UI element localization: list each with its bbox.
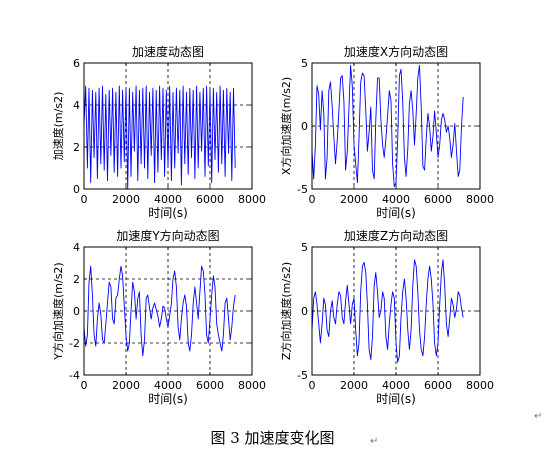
y-axis-label: Y方向加速度(m/s2) <box>51 262 65 360</box>
y-tick-label: -4 <box>69 369 80 382</box>
chart-title: 加速度X方向动态图 <box>344 44 448 59</box>
x-tick-label: 6000 <box>424 379 452 392</box>
x-axis-label: 时间(s) <box>376 392 416 406</box>
x-tick-label: 2000 <box>340 193 368 206</box>
chart-4: 0 2000 4000 6000 8000-505加速度Z方向动态图时间(s)Z方向加速… <box>279 228 494 406</box>
y-tick-label: 4 <box>73 99 80 112</box>
y-tick-label: -2 <box>69 337 80 350</box>
y-axis-label: 加速度(m/s2) <box>51 92 65 161</box>
x-tick-label: 6000 <box>196 379 224 392</box>
x-tick-label: 0 <box>81 193 88 206</box>
y-tick-label: 2 <box>73 141 80 154</box>
x-tick-label: 2000 <box>112 193 140 206</box>
x-tick-label: 4000 <box>154 193 182 206</box>
x-tick-label: 8000 <box>466 193 494 206</box>
y-axis-label: X方向加速度(m/s2) <box>279 77 293 175</box>
chart-title: 加速度动态图 <box>132 44 204 59</box>
figure-caption: 图 3 加速度变化图 <box>210 429 335 447</box>
y-tick-label: -5 <box>297 369 308 382</box>
y-tick-label: -5 <box>297 183 308 196</box>
y-tick-label: 0 <box>301 305 308 318</box>
series-line <box>311 259 464 363</box>
paragraph-mark-caption: ↵ <box>370 436 379 447</box>
y-tick-label: 0 <box>301 120 308 133</box>
x-axis-label: 时间(s) <box>148 206 188 220</box>
x-tick-label: 2000 <box>112 379 140 392</box>
y-tick-label: 5 <box>301 57 308 70</box>
x-tick-label: 2000 <box>340 379 368 392</box>
chart-2: 0 2000 4000 6000 8000-505加速度X方向动态图时间(s)X方向加速… <box>279 44 494 220</box>
y-tick-label: 6 <box>73 57 80 70</box>
x-tick-label: 0 <box>309 193 316 206</box>
x-axis-label: 时间(s) <box>376 206 416 220</box>
x-tick-label: 8000 <box>466 379 494 392</box>
x-tick-label: 6000 <box>196 193 224 206</box>
figure-caption-wrap: 图 3 加速度变化图 <box>0 427 545 448</box>
y-axis-label: Z方向加速度(m/s2) <box>279 262 293 360</box>
y-tick-label: 0 <box>73 305 80 318</box>
chart-title: 加速度Z方向动态图 <box>344 228 448 243</box>
x-tick-label: 6000 <box>424 193 452 206</box>
paragraph-mark-upper: ↵ <box>534 411 543 422</box>
series-line <box>311 65 464 187</box>
x-tick-label: 8000 <box>238 193 266 206</box>
x-tick-label: 4000 <box>382 379 410 392</box>
x-tick-label: 8000 <box>238 379 266 392</box>
x-tick-label: 0 <box>309 379 316 392</box>
y-tick-label: 5 <box>301 241 308 254</box>
y-tick-label: 2 <box>73 273 80 286</box>
chart-title: 加速度Y方向动态图 <box>116 228 219 243</box>
x-tick-label: 4000 <box>154 379 182 392</box>
series-line <box>83 85 236 190</box>
series-line <box>83 265 236 357</box>
y-tick-label: 0 <box>73 183 80 196</box>
x-tick-label: 4000 <box>382 193 410 206</box>
x-axis-label: 时间(s) <box>148 392 188 406</box>
x-tick-label: 0 <box>81 379 88 392</box>
y-tick-label: 4 <box>73 241 80 254</box>
